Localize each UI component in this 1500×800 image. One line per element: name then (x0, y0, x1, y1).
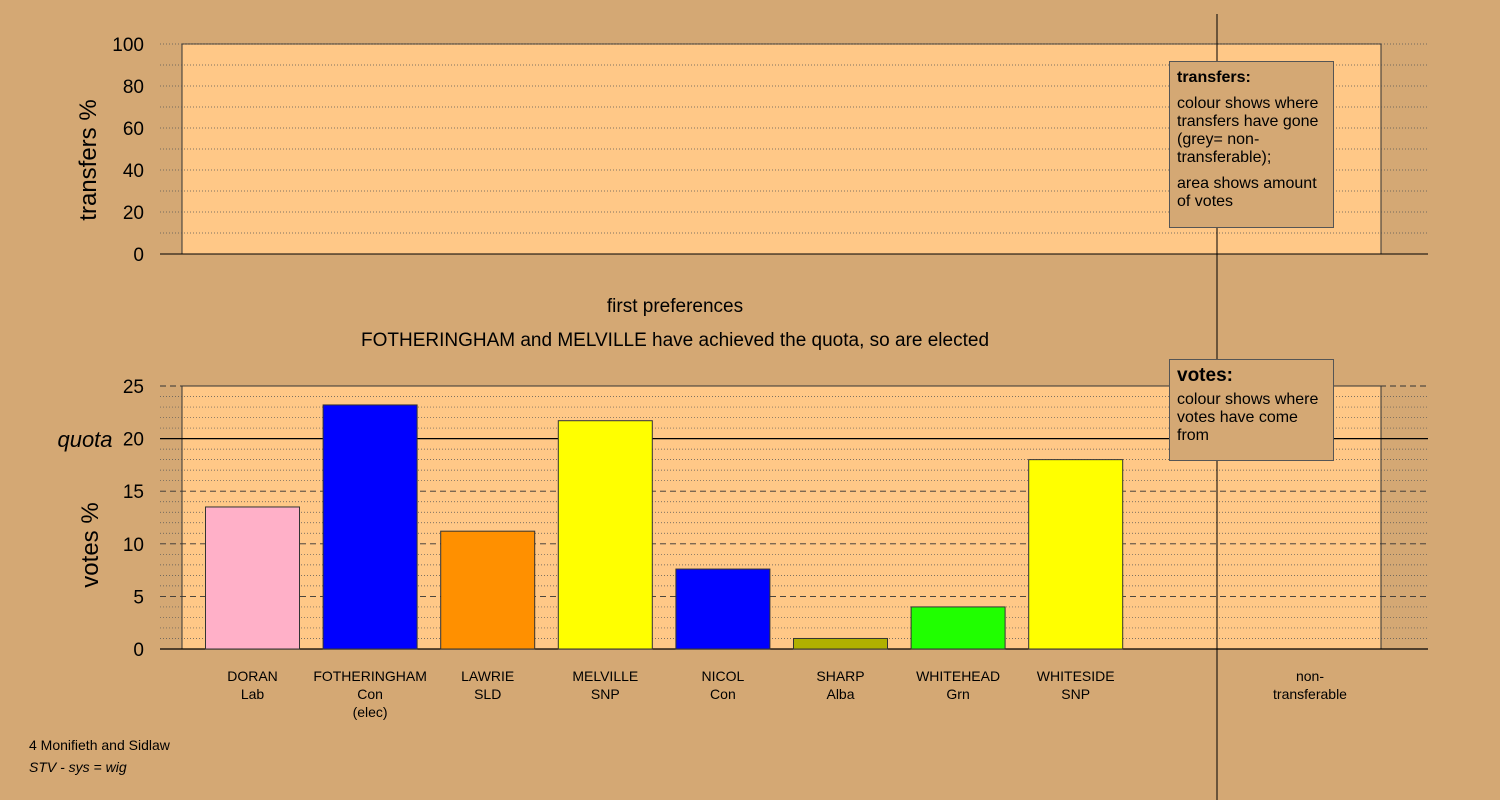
candidate-name-label: LAWRIE (461, 668, 514, 684)
bar-sharp (793, 637, 888, 650)
footer-system: STV - sys = wig (29, 759, 127, 775)
candidate-party-label: Lab (241, 686, 265, 702)
candidate-party-label: Con (357, 686, 383, 702)
votes-bars (205, 404, 1124, 650)
candidate-party-label: SNP (591, 686, 620, 702)
votes-y-tick-label: 25 (123, 377, 144, 398)
result-message: FOTHERINGHAM and MELVILLE have achieved … (361, 330, 989, 351)
bar-fotheringham (322, 404, 418, 650)
bar-doran (205, 506, 300, 650)
transfers-legend: transfers: colour shows where transfers … (1169, 61, 1334, 228)
candidate-note-label: (elec) (353, 704, 388, 720)
footer-ward: 4 Monifieth and Sidlaw (29, 737, 170, 753)
transfers-legend-line1: colour shows where transfers have gone (… (1177, 95, 1319, 166)
bar-nicol (675, 568, 771, 650)
transfers-y-axis-label: transfers % (75, 99, 102, 220)
transfers-y-tick-label: 40 (123, 161, 144, 182)
bar-lawrie (440, 530, 536, 650)
votes-y-tick-label: 0 (133, 640, 144, 661)
candidate-party-label: Alba (826, 686, 854, 702)
transfers-y-tick-label: 20 (123, 203, 144, 224)
votes-legend-line1: colour shows where votes have come from (1177, 391, 1319, 444)
transfers-y-tick-label: 80 (123, 77, 144, 98)
bar-melville (557, 420, 653, 650)
candidate-name-label: WHITESIDE (1037, 668, 1115, 684)
transfers-legend-line2: area shows amount of votes (1177, 175, 1317, 210)
stage-heading: first preferences (607, 296, 743, 317)
transfers-legend-title: transfers: (1177, 69, 1251, 86)
candidate-name-label: DORAN (227, 668, 278, 684)
bar-whiteside (1028, 459, 1124, 650)
transfers-y-tick-label: 100 (112, 35, 144, 56)
votes-y-tick-label: 20 (123, 430, 144, 451)
transfers-y-tick-label: 0 (133, 245, 144, 266)
candidate-party-label: SLD (474, 686, 501, 702)
candidate-name-label: SHARP (816, 668, 864, 684)
bar-whitehead (910, 606, 1006, 650)
candidate-name-label: WHITEHEAD (916, 668, 1000, 684)
candidate-party-label: Con (710, 686, 736, 702)
votes-y-tick-label: 15 (123, 482, 144, 503)
transfers-y-ticks: 0 20 40 60 80 100 (112, 35, 144, 266)
votes-y-tick-label: 10 (123, 535, 144, 556)
quota-label: quota (57, 427, 112, 452)
transfers-y-tick-label: 60 (123, 119, 144, 140)
candidate-name-label: NICOL (702, 668, 745, 684)
votes-y-axis-label: votes % (77, 502, 104, 587)
nontransferable-label-line2: transferable (1273, 686, 1347, 702)
votes-panel: 0 5 10 15 20 25 DORAN Lab FOTHERINGHAM Con (elec)… (57, 377, 1428, 720)
votes-legend: votes: colour shows where votes have com… (1169, 359, 1334, 461)
candidate-party-label: SNP (1061, 686, 1090, 702)
nontransferable-label-line1: non- (1296, 668, 1324, 684)
votes-legend-title: votes: (1177, 365, 1233, 386)
candidate-name-label: MELVILLE (572, 668, 638, 684)
candidate-name-label: FOTHERINGHAM (313, 668, 427, 684)
candidate-party-label: Grn (946, 686, 969, 702)
candidate-labels: DORAN Lab FOTHERINGHAM Con (elec) LAWRIE SLD ME… (227, 668, 1347, 720)
votes-y-tick-label: 5 (133, 587, 144, 608)
votes-y-ticks: 0 5 10 15 20 25 (123, 377, 144, 661)
